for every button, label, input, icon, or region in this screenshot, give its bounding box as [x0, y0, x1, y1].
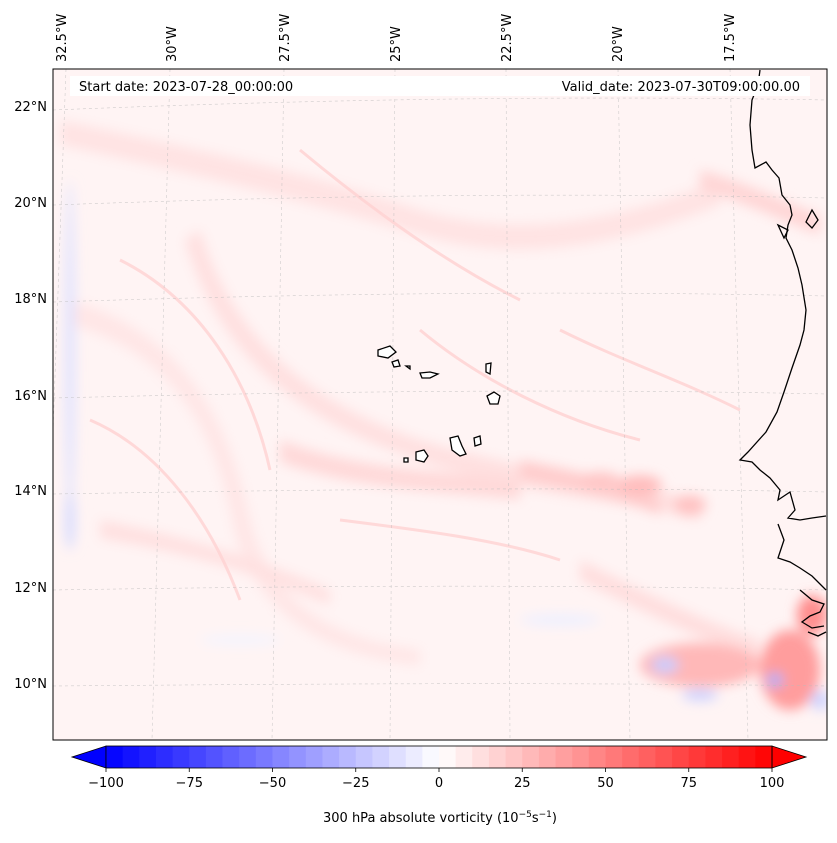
colorbar-tick-label: −100	[88, 776, 124, 791]
colorbar-segment	[322, 746, 340, 768]
lat-label: 10°N	[14, 677, 47, 692]
colorbar-segment	[205, 746, 223, 768]
colorbar-segment	[655, 746, 673, 768]
colorbar-segment	[189, 746, 207, 768]
colorbar-segment	[422, 746, 440, 768]
island-sao-nicolau	[419, 371, 440, 379]
colorbar-segment	[455, 746, 473, 768]
colorbar-segment	[722, 746, 740, 768]
latitude-labels: 22°N 20°N 18°N 16°N 14°N 12°N 10°N	[14, 100, 47, 692]
colorbar-segment	[172, 746, 190, 768]
colorbar-segment	[555, 746, 573, 768]
colorbar-tick-label: −50	[259, 776, 286, 791]
colorbar-segment	[289, 746, 307, 768]
lat-label: 14°N	[14, 484, 47, 499]
island-boa-vista	[486, 391, 501, 405]
colorbar-segment	[389, 746, 407, 768]
colorbar-segment	[538, 746, 556, 768]
colorbar-segment	[505, 746, 523, 768]
colorbar-segment	[472, 746, 490, 768]
colorbar-segment	[688, 746, 706, 768]
colorbar-label: 300 hPa absolute vorticity (10−5s−1)	[323, 810, 557, 826]
colorbar-tick-label: 100	[760, 776, 785, 791]
lon-label: 20°W	[611, 26, 626, 62]
colorbar-segment	[155, 746, 173, 768]
valid-date-label: Valid_date: 2023-07-30T09:00:00.00	[562, 80, 800, 95]
longitude-labels: 32.5°W 30°W 27.5°W 25°W 22.5°W 20°W 17.5…	[55, 14, 738, 62]
island-sao-vicente	[391, 359, 401, 368]
colorbar-segment	[572, 746, 590, 768]
coastline	[738, 69, 827, 637]
lat-label: 12°N	[14, 581, 47, 596]
colorbar-segment	[672, 746, 690, 768]
lon-label: 25°W	[389, 26, 404, 62]
colorbar-segment	[439, 746, 457, 768]
lon-label: 17.5°W	[723, 14, 738, 62]
island-maio	[473, 435, 482, 447]
lon-label: 27.5°W	[278, 14, 293, 62]
colorbar-segment	[755, 746, 773, 768]
colorbar-segment	[305, 746, 323, 768]
lat-label: 22°N	[14, 100, 47, 115]
colorbar-segment	[139, 746, 157, 768]
colorbar-segment	[122, 746, 140, 768]
map-frame	[52, 68, 828, 741]
colorbar-ticks: −100 −75 −50 −25 0 25 50 75 100	[88, 768, 784, 791]
colorbar-segment	[588, 746, 606, 768]
island-brava	[403, 457, 409, 463]
colorbar	[70, 745, 808, 769]
date-banner	[70, 76, 810, 96]
colorbar-segment	[222, 746, 240, 768]
lat-label: 16°N	[14, 389, 47, 404]
colorbar-segment	[705, 746, 723, 768]
island-sal	[485, 362, 492, 376]
lon-label: 32.5°W	[55, 14, 70, 62]
africa-coastline	[738, 69, 827, 521]
colorbar-segment	[255, 746, 273, 768]
colorbar-tick-label: −25	[342, 776, 369, 791]
lon-label: 30°W	[165, 26, 180, 62]
colorbar-tick-label: 25	[514, 776, 531, 791]
colorbar-segment	[488, 746, 506, 768]
colorbar-segment	[355, 746, 373, 768]
colorbar-tick-label: 0	[435, 776, 443, 791]
colorbar-segment	[638, 746, 656, 768]
island-fogo	[415, 449, 429, 463]
graticule	[53, 69, 827, 740]
colorbar-segment	[522, 746, 540, 768]
cape-verde-islands	[377, 345, 501, 463]
colorbar-max-extension	[771, 745, 808, 769]
lon-label: 22.5°W	[500, 14, 515, 62]
colorbar-tick-label: −75	[176, 776, 203, 791]
colorbar-segment	[372, 746, 390, 768]
lat-label: 20°N	[14, 196, 47, 211]
vorticity-filaments	[89, 148, 741, 601]
start-date-label: Start date: 2023-07-28_00:00:00	[79, 80, 293, 95]
colorbar-segment	[106, 746, 124, 768]
island-santa-luzia	[404, 365, 411, 371]
colorbar-segment	[405, 746, 423, 768]
lat-label: 18°N	[14, 292, 47, 307]
colorbar-min-extension	[70, 745, 107, 769]
island-santo-antao	[377, 345, 397, 359]
colorbar-segment	[605, 746, 623, 768]
map-panel	[53, 69, 827, 740]
colorbar-segment	[622, 746, 640, 768]
colorbar-tick-label: 50	[597, 776, 614, 791]
colorbar-tick-label: 75	[680, 776, 697, 791]
colorbar-segment	[272, 746, 290, 768]
africa-coast-south	[777, 523, 827, 591]
colorbar-segment	[239, 746, 257, 768]
colorbar-segment	[339, 746, 357, 768]
colorbar-segment	[738, 746, 756, 768]
island-santiago	[449, 435, 467, 457]
